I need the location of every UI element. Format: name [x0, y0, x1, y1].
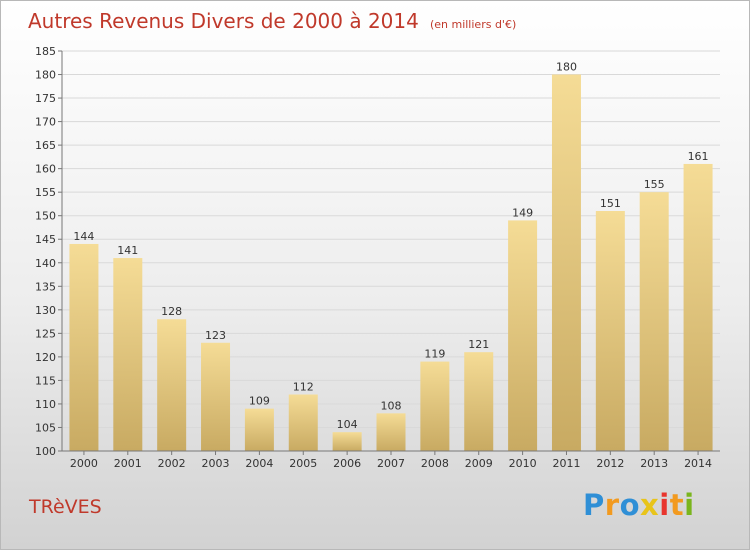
y-tick-label: 125 [35, 327, 56, 340]
brand-logo-letter: o [619, 488, 641, 522]
bar-value-label: 119 [424, 348, 445, 361]
x-tick-label: 2014 [684, 457, 712, 470]
labels: 100 105 110 115 120 125 130 135 140 145 150 155 160 1… [35, 45, 712, 470]
y-tick-label: 105 [35, 421, 56, 434]
x-tick-label: 2010 [509, 457, 537, 470]
x-tick-label: 2000 [70, 457, 98, 470]
bar [376, 413, 406, 451]
bar [508, 220, 538, 451]
bar [244, 408, 274, 451]
x-tick-label: 2001 [114, 457, 142, 470]
bar-value-label: 108 [381, 399, 402, 412]
y-tick-label: 130 [35, 304, 56, 317]
x-tick-label: 2008 [421, 457, 449, 470]
bar-value-label: 128 [161, 305, 182, 318]
x-tick-label: 2009 [465, 457, 493, 470]
bar [69, 243, 99, 451]
chart-title-row: Autres Revenus Divers de 2000 à 2014 (en… [28, 9, 516, 33]
bar-value-label: 141 [117, 244, 138, 257]
x-tick-label: 2011 [552, 457, 580, 470]
brand-logo-letter: P [583, 488, 605, 522]
y-tick-label: 170 [35, 116, 56, 129]
bar [639, 192, 669, 452]
y-tick-label: 160 [35, 163, 56, 176]
x-tick-label: 2003 [202, 457, 230, 470]
bar-value-label: 161 [688, 150, 709, 163]
y-tick-label: 155 [35, 186, 56, 199]
bar-value-label: 104 [337, 418, 358, 431]
bar [201, 342, 231, 451]
y-tick-label: 150 [35, 210, 56, 223]
brand-logo-letter: r [604, 488, 620, 522]
y-tick-label: 120 [35, 351, 56, 364]
bar [595, 211, 625, 451]
bar [420, 361, 450, 451]
x-tick-label: 2007 [377, 457, 405, 470]
x-tick-label: 2004 [245, 457, 273, 470]
brand-logo: Proxiti [583, 488, 695, 522]
y-tick-label: 110 [35, 398, 56, 411]
y-tick-label: 145 [35, 233, 56, 246]
x-tick-label: 2013 [640, 457, 668, 470]
y-tick-label: 175 [35, 92, 56, 105]
bar-value-label: 155 [644, 178, 665, 191]
bar-value-label: 144 [73, 230, 94, 243]
y-tick-label: 165 [35, 139, 56, 152]
bar [551, 74, 581, 451]
bar-value-label: 121 [468, 338, 489, 351]
brand-logo-letter: t [669, 488, 685, 522]
brand-logo-letter: i [659, 488, 670, 522]
y-tick-label: 185 [35, 45, 56, 58]
y-tick-label: 140 [35, 257, 56, 270]
bar-value-label: 151 [600, 197, 621, 210]
bar-value-label: 123 [205, 329, 226, 342]
y-tick-label: 135 [35, 280, 56, 293]
bar-value-label: 149 [512, 206, 533, 219]
bar-value-label: 180 [556, 61, 577, 74]
brand-logo-letter: i [684, 488, 695, 522]
x-tick-label: 2012 [596, 457, 624, 470]
bar-value-label: 112 [293, 381, 314, 394]
bar [288, 394, 318, 451]
chart-title: Autres Revenus Divers de 2000 à 2014 [28, 9, 419, 33]
bar [157, 319, 187, 451]
x-tick-label: 2006 [333, 457, 361, 470]
bars [69, 74, 713, 452]
bar [683, 163, 713, 452]
brand-logo-letter: x [640, 488, 660, 522]
bar [464, 352, 494, 451]
y-tick-label: 100 [35, 445, 56, 458]
axes [58, 50, 720, 455]
chart-unit: (en milliers d'€) [429, 18, 517, 31]
y-tick-label: 115 [35, 374, 56, 387]
y-tick-label: 180 [35, 69, 56, 82]
bar-value-label: 109 [249, 395, 270, 408]
bar [113, 258, 143, 451]
place-name: TRèVES [29, 496, 102, 518]
x-tick-label: 2002 [158, 457, 186, 470]
x-tick-label: 2005 [289, 457, 317, 470]
bar [332, 432, 362, 451]
